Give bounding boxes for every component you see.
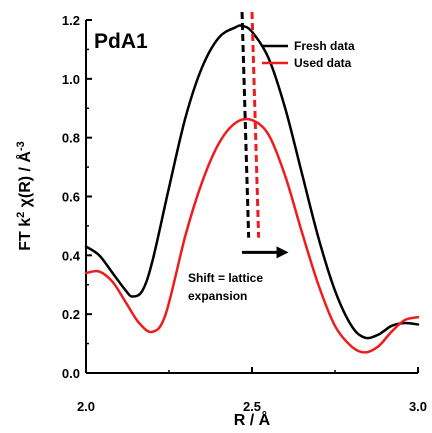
y-tick-label: 1.0: [62, 72, 80, 87]
y-tick-label: 0.2: [62, 307, 80, 322]
legend: Fresh data Used data: [262, 39, 355, 70]
x-axis-title: R / Å: [234, 410, 271, 429]
annotation-line-1: Shift = lattice: [188, 271, 263, 285]
y-tick-label: 0.6: [62, 190, 80, 205]
y-axis-title: FT k2 χ(R) / Å-3: [15, 141, 34, 251]
legend-label-used: Used data: [294, 56, 352, 70]
x-tick-label: 3.0: [409, 399, 427, 414]
y-axis-title-base: FT k: [17, 218, 34, 251]
legend-label-fresh: Fresh data: [294, 39, 355, 53]
annotation-line-2: expansion: [188, 289, 247, 303]
x-axis-ticks: 2.0 2.5 3.0: [77, 367, 427, 414]
panel-label: PdA1: [94, 30, 148, 53]
y-tick-label: 0.0: [62, 366, 80, 381]
peak-marker-fresh: [240, 11, 251, 238]
y-axis-title-unit-sup: -3: [15, 141, 27, 151]
x-tick-label: 2.5: [243, 399, 261, 414]
y-axis-title-sup: 2: [15, 212, 27, 218]
y-axis-ticks: 0.0 0.2 0.4 0.6 0.8 1.0 1.2: [62, 13, 92, 381]
peak-marker-used: [250, 11, 261, 238]
y-tick-label: 1.2: [62, 13, 80, 28]
series-layer: [84, 24, 420, 354]
series-line-fresh: [84, 24, 420, 340]
x-tick-label: 2.0: [77, 399, 95, 414]
peak-marker-layer: [240, 11, 261, 238]
y-tick-label: 0.4: [62, 248, 81, 263]
shift-annotation: Shift = lattice expansion: [188, 246, 289, 303]
shift-arrow-head: [276, 246, 289, 259]
series-line-used: [84, 117, 420, 354]
y-axis-title-rest: χ(R) / Å: [15, 151, 34, 212]
y-tick-label: 0.8: [62, 131, 80, 146]
